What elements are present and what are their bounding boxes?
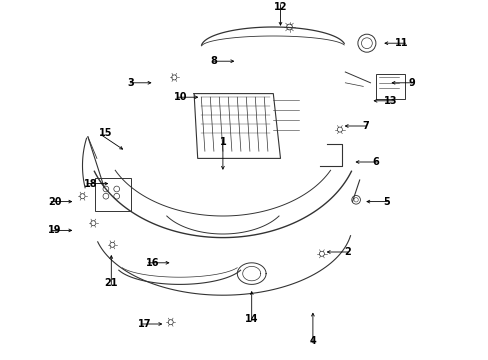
Circle shape (361, 38, 371, 49)
Text: 2: 2 (343, 247, 350, 257)
Text: 9: 9 (408, 78, 415, 88)
Circle shape (103, 186, 108, 192)
Text: 13: 13 (383, 96, 397, 106)
Circle shape (357, 34, 375, 52)
Circle shape (337, 127, 342, 132)
Circle shape (171, 75, 177, 80)
Circle shape (80, 194, 85, 199)
Circle shape (168, 320, 173, 325)
Text: 4: 4 (309, 336, 316, 346)
Text: 14: 14 (244, 314, 258, 324)
Text: 7: 7 (361, 121, 368, 131)
Text: 8: 8 (210, 56, 217, 66)
Text: 15: 15 (99, 128, 112, 138)
Circle shape (319, 251, 324, 256)
Circle shape (110, 242, 115, 247)
Text: 16: 16 (145, 258, 159, 268)
Text: 18: 18 (84, 179, 98, 189)
Circle shape (114, 186, 120, 192)
FancyBboxPatch shape (375, 74, 404, 99)
Circle shape (103, 193, 108, 199)
Circle shape (114, 193, 120, 199)
Text: 19: 19 (48, 225, 61, 235)
Text: 20: 20 (48, 197, 61, 207)
Circle shape (286, 24, 292, 30)
Circle shape (353, 198, 358, 202)
Text: 12: 12 (273, 2, 286, 12)
Text: 5: 5 (383, 197, 389, 207)
Text: 21: 21 (104, 278, 118, 288)
Text: 17: 17 (138, 319, 151, 329)
FancyBboxPatch shape (95, 178, 131, 211)
Text: 11: 11 (394, 38, 407, 48)
Text: 3: 3 (127, 78, 134, 88)
Text: 6: 6 (372, 157, 379, 167)
Circle shape (351, 195, 360, 204)
Circle shape (91, 221, 96, 226)
Text: 10: 10 (174, 92, 187, 102)
Text: 1: 1 (219, 137, 226, 147)
